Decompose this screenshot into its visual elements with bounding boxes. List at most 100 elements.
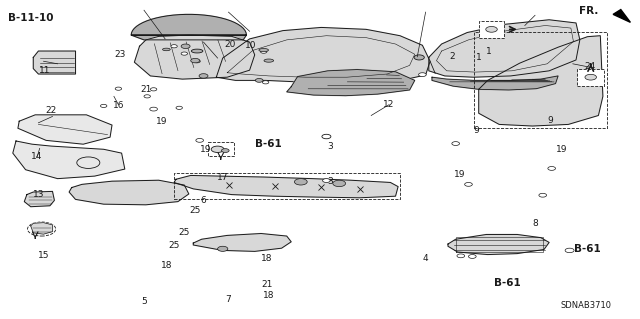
Circle shape bbox=[211, 146, 224, 152]
Text: 1: 1 bbox=[476, 53, 481, 62]
Text: 18: 18 bbox=[260, 254, 272, 263]
Circle shape bbox=[171, 45, 177, 48]
Polygon shape bbox=[216, 27, 430, 84]
Text: 21: 21 bbox=[140, 85, 152, 94]
Polygon shape bbox=[613, 10, 630, 22]
Text: 5: 5 bbox=[141, 297, 147, 306]
Text: 15: 15 bbox=[38, 251, 49, 260]
Text: 1: 1 bbox=[486, 47, 492, 56]
Text: 20: 20 bbox=[224, 40, 236, 49]
Circle shape bbox=[323, 179, 330, 182]
Circle shape bbox=[419, 73, 426, 77]
Circle shape bbox=[565, 248, 574, 253]
Polygon shape bbox=[432, 76, 558, 90]
Text: 9: 9 bbox=[474, 126, 479, 135]
Text: 19: 19 bbox=[556, 145, 568, 154]
Circle shape bbox=[194, 60, 200, 63]
Circle shape bbox=[191, 58, 200, 63]
Circle shape bbox=[181, 44, 190, 48]
Polygon shape bbox=[13, 141, 125, 179]
Text: B-11-10: B-11-10 bbox=[8, 13, 54, 23]
Circle shape bbox=[585, 74, 596, 80]
Text: 11: 11 bbox=[39, 66, 51, 75]
Polygon shape bbox=[18, 115, 112, 144]
Text: 2: 2 bbox=[449, 52, 454, 61]
Text: 3: 3 bbox=[328, 142, 333, 151]
Circle shape bbox=[218, 246, 228, 251]
Circle shape bbox=[539, 193, 547, 197]
Text: B-61: B-61 bbox=[255, 139, 282, 149]
Text: 24: 24 bbox=[584, 63, 596, 71]
Circle shape bbox=[115, 87, 122, 90]
Circle shape bbox=[414, 55, 424, 60]
Text: 8: 8 bbox=[532, 219, 538, 228]
Circle shape bbox=[221, 149, 229, 152]
Text: 6: 6 bbox=[201, 197, 206, 205]
Polygon shape bbox=[429, 20, 580, 77]
Circle shape bbox=[199, 74, 208, 78]
Polygon shape bbox=[134, 35, 255, 79]
Text: 21: 21 bbox=[262, 280, 273, 289]
Text: 25: 25 bbox=[179, 228, 190, 237]
Text: B-61: B-61 bbox=[493, 278, 520, 288]
Text: 18: 18 bbox=[263, 291, 275, 300]
Text: 10: 10 bbox=[245, 41, 257, 50]
Circle shape bbox=[100, 104, 107, 108]
Polygon shape bbox=[448, 234, 549, 255]
Circle shape bbox=[465, 182, 472, 186]
Ellipse shape bbox=[259, 48, 269, 52]
Text: 19: 19 bbox=[156, 117, 167, 126]
Polygon shape bbox=[174, 175, 398, 198]
Circle shape bbox=[457, 254, 465, 258]
Text: 7: 7 bbox=[226, 295, 231, 304]
Text: SDNAB3710: SDNAB3710 bbox=[560, 301, 611, 310]
Polygon shape bbox=[193, 234, 291, 251]
Circle shape bbox=[262, 81, 269, 84]
Polygon shape bbox=[31, 223, 52, 234]
Circle shape bbox=[196, 138, 204, 142]
Text: 13: 13 bbox=[33, 190, 44, 199]
Text: 3: 3 bbox=[328, 177, 333, 186]
Text: 19: 19 bbox=[454, 170, 465, 179]
Ellipse shape bbox=[191, 49, 203, 53]
Text: 22: 22 bbox=[45, 106, 57, 115]
Text: 19: 19 bbox=[200, 145, 212, 154]
Circle shape bbox=[468, 255, 476, 258]
Circle shape bbox=[260, 50, 267, 53]
Circle shape bbox=[322, 134, 331, 139]
Text: 25: 25 bbox=[189, 206, 201, 215]
Text: 16: 16 bbox=[113, 101, 124, 110]
Circle shape bbox=[486, 26, 497, 32]
Text: 14: 14 bbox=[31, 152, 43, 161]
Polygon shape bbox=[208, 142, 234, 156]
Ellipse shape bbox=[163, 48, 170, 51]
Text: 25: 25 bbox=[168, 241, 180, 250]
Text: FR.: FR. bbox=[579, 6, 598, 16]
Bar bbox=[577, 69, 604, 86]
Circle shape bbox=[333, 180, 346, 187]
Circle shape bbox=[176, 106, 182, 109]
Circle shape bbox=[28, 222, 56, 236]
Circle shape bbox=[150, 88, 157, 91]
Text: 9: 9 bbox=[548, 116, 553, 125]
Text: B-61: B-61 bbox=[574, 244, 601, 255]
Text: 23: 23 bbox=[115, 50, 126, 59]
Text: 18: 18 bbox=[161, 261, 172, 270]
Polygon shape bbox=[69, 180, 189, 205]
Circle shape bbox=[150, 107, 157, 111]
Text: 17: 17 bbox=[217, 173, 228, 182]
Ellipse shape bbox=[264, 59, 274, 62]
Circle shape bbox=[255, 78, 263, 82]
Polygon shape bbox=[287, 70, 415, 96]
Circle shape bbox=[452, 142, 460, 145]
Circle shape bbox=[294, 179, 307, 185]
Polygon shape bbox=[33, 51, 76, 74]
Circle shape bbox=[77, 157, 100, 168]
Circle shape bbox=[144, 95, 150, 98]
Text: 12: 12 bbox=[383, 100, 395, 109]
Polygon shape bbox=[479, 36, 603, 126]
Bar bbox=[479, 21, 504, 38]
Text: 4: 4 bbox=[423, 254, 428, 263]
Circle shape bbox=[548, 167, 556, 170]
Polygon shape bbox=[24, 191, 54, 207]
